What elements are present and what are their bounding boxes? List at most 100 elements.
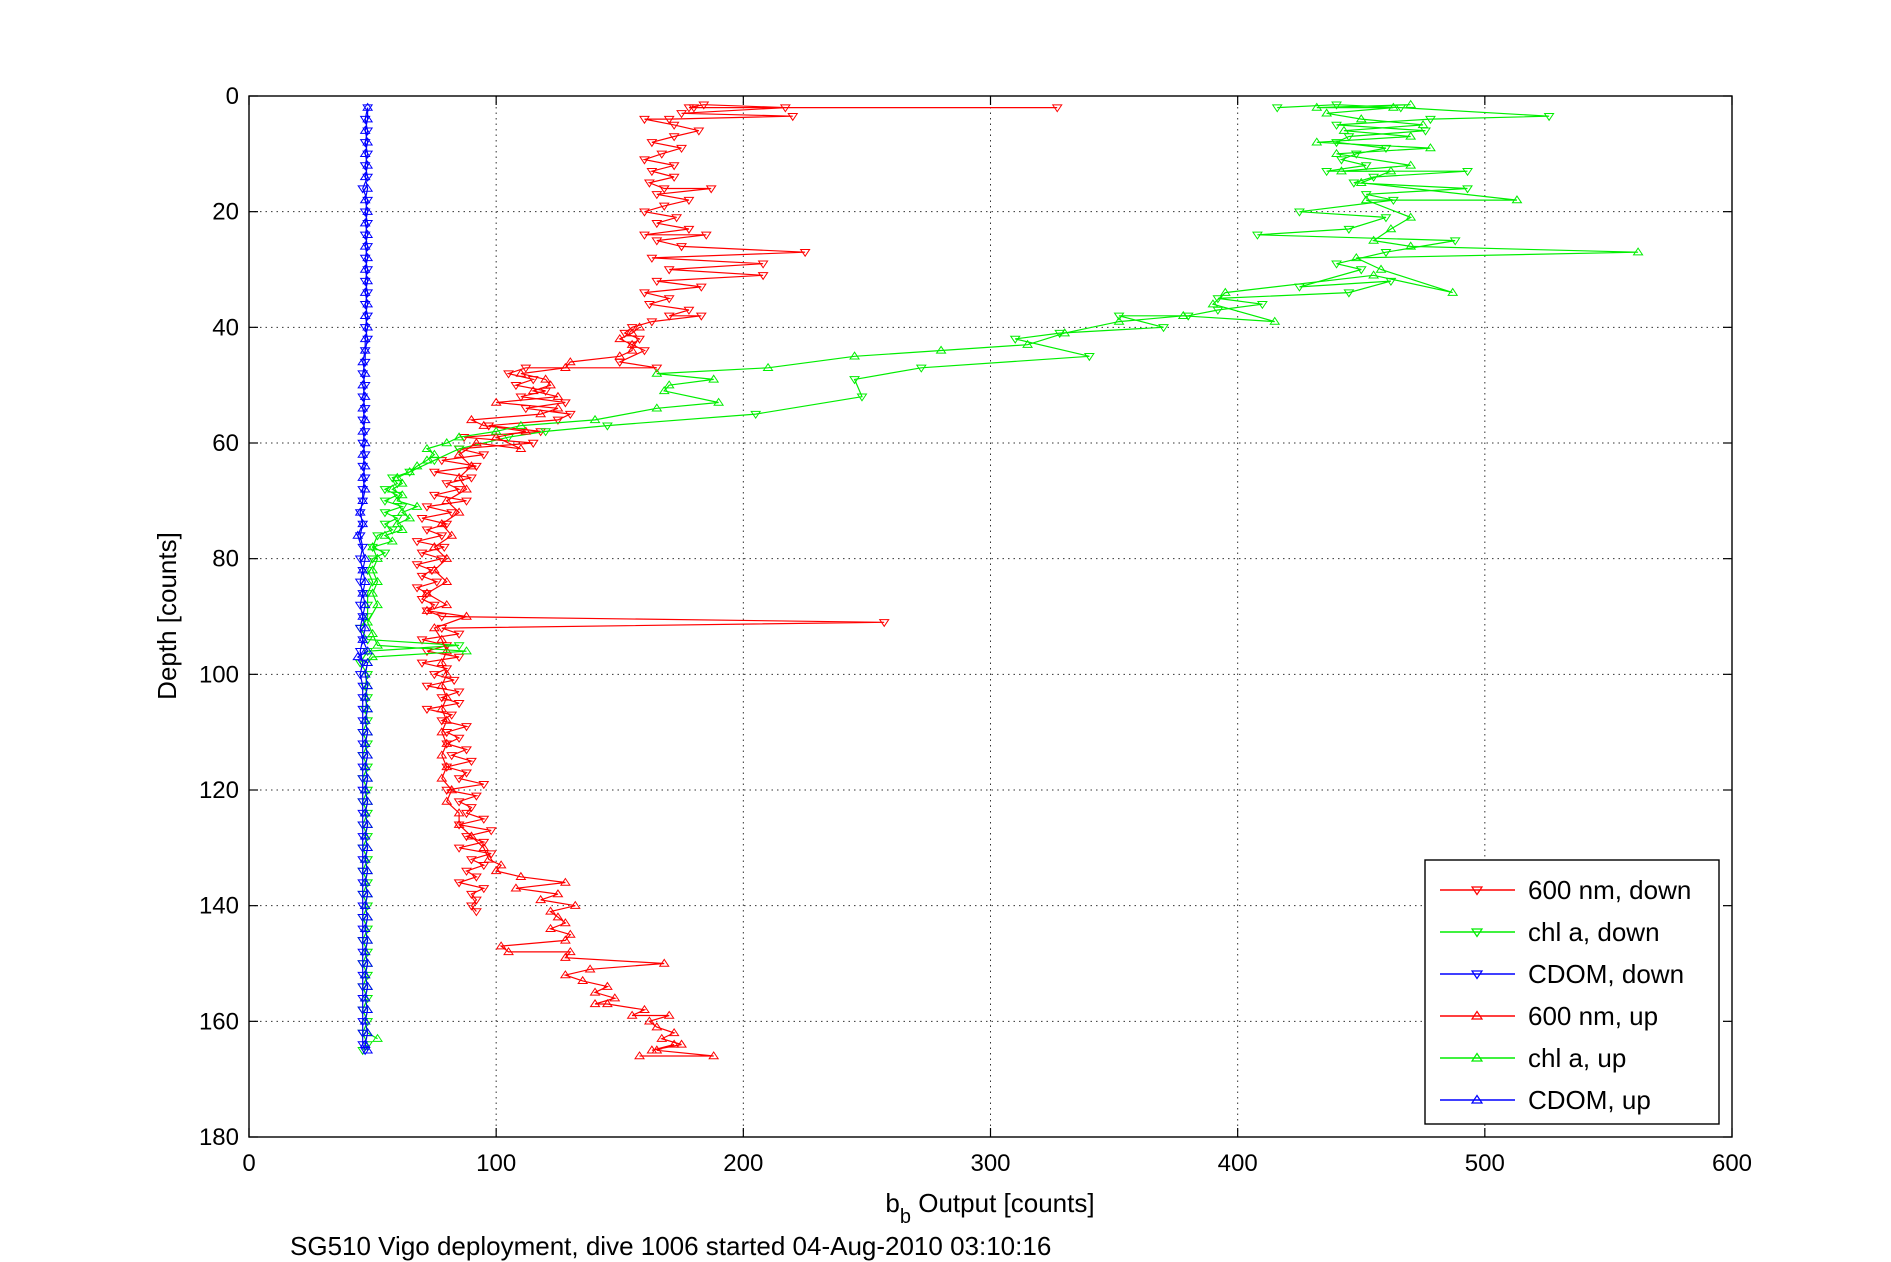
data-point [466, 856, 477, 865]
data-point [436, 532, 448, 541]
data-point [639, 156, 650, 165]
data-point [421, 503, 433, 512]
data-point [470, 438, 482, 447]
data-point [453, 507, 465, 516]
data-point [663, 312, 675, 321]
data-point [663, 1010, 675, 1019]
data-point [1336, 166, 1347, 175]
data-point [404, 466, 416, 476]
data-point [359, 461, 371, 470]
data-point [779, 104, 791, 113]
data-point [367, 588, 379, 597]
data-point [757, 260, 769, 269]
data-point [478, 838, 490, 848]
data-point [441, 576, 453, 585]
data-point [559, 935, 571, 944]
data-point [1385, 277, 1397, 287]
data-point [396, 507, 408, 516]
data-point [372, 532, 383, 541]
data-point [478, 885, 490, 894]
y-tick-label: 140 [199, 893, 239, 920]
data-point [490, 432, 502, 441]
y-tick-label: 180 [199, 1124, 239, 1151]
data-point [708, 1051, 720, 1060]
data-point [1405, 212, 1417, 221]
data-point [668, 162, 680, 171]
data-point [1311, 137, 1323, 146]
data-point [391, 519, 403, 528]
series-4 [421, 322, 720, 1060]
data-point [495, 860, 507, 869]
data-point [510, 883, 522, 892]
data-point [695, 283, 707, 292]
data-point [362, 183, 374, 192]
data-point [359, 368, 371, 377]
data-point [461, 497, 472, 506]
data-point [359, 333, 371, 343]
data-point [416, 572, 428, 581]
data-point [527, 439, 539, 448]
data-point [1331, 148, 1342, 158]
data-point [1449, 237, 1461, 246]
series-6 [352, 102, 374, 1054]
data-point [799, 248, 811, 258]
data-point [453, 844, 465, 853]
data-point [357, 611, 369, 620]
data-point [762, 362, 774, 372]
data-point [362, 750, 374, 759]
y-tick-label: 120 [199, 777, 239, 804]
data-point [485, 827, 497, 836]
data-point [436, 657, 448, 666]
data-point [478, 420, 490, 429]
data-point [359, 831, 371, 840]
data-point [421, 605, 433, 614]
data-point [564, 410, 576, 420]
data-point [428, 671, 440, 680]
data-point [634, 322, 645, 331]
data-point [386, 536, 398, 545]
data-point [1380, 214, 1392, 223]
data-point [564, 357, 576, 366]
data-point [609, 993, 621, 1002]
data-point [441, 480, 453, 489]
data-point [540, 428, 552, 437]
data-point [483, 854, 495, 863]
data-point [1331, 101, 1342, 110]
data-point [705, 185, 717, 194]
y-tick-label: 0 [226, 83, 239, 110]
data-point [503, 946, 514, 956]
y-tick-label: 160 [199, 1008, 239, 1035]
data-point [441, 553, 453, 562]
data-point [1350, 252, 1362, 262]
data-point [428, 449, 440, 458]
data-point [359, 761, 371, 771]
data-point [453, 798, 465, 807]
data-point [461, 809, 472, 819]
data-point [668, 121, 680, 130]
data-point [1405, 160, 1417, 169]
data-point [436, 704, 448, 713]
data-point [446, 752, 458, 761]
data-point [663, 295, 675, 304]
data-point [359, 669, 371, 678]
data-point [676, 1039, 687, 1048]
data-point [626, 1010, 638, 1019]
data-point [362, 104, 374, 113]
data-point [559, 970, 571, 979]
data-point [453, 472, 465, 481]
data-point [362, 935, 374, 944]
y-axis-label: Depth [counts] [152, 532, 182, 700]
data-point [359, 438, 371, 447]
data-point [589, 987, 601, 996]
data-point [683, 104, 695, 113]
data-point [431, 578, 443, 587]
data-point [658, 958, 670, 967]
data-point [700, 231, 712, 240]
data-point [436, 613, 448, 622]
data-point [651, 1022, 663, 1031]
data-point [589, 414, 601, 424]
series-layer [352, 99, 1644, 1060]
data-point [713, 397, 725, 406]
data-point [359, 923, 371, 932]
data-point [359, 195, 371, 204]
